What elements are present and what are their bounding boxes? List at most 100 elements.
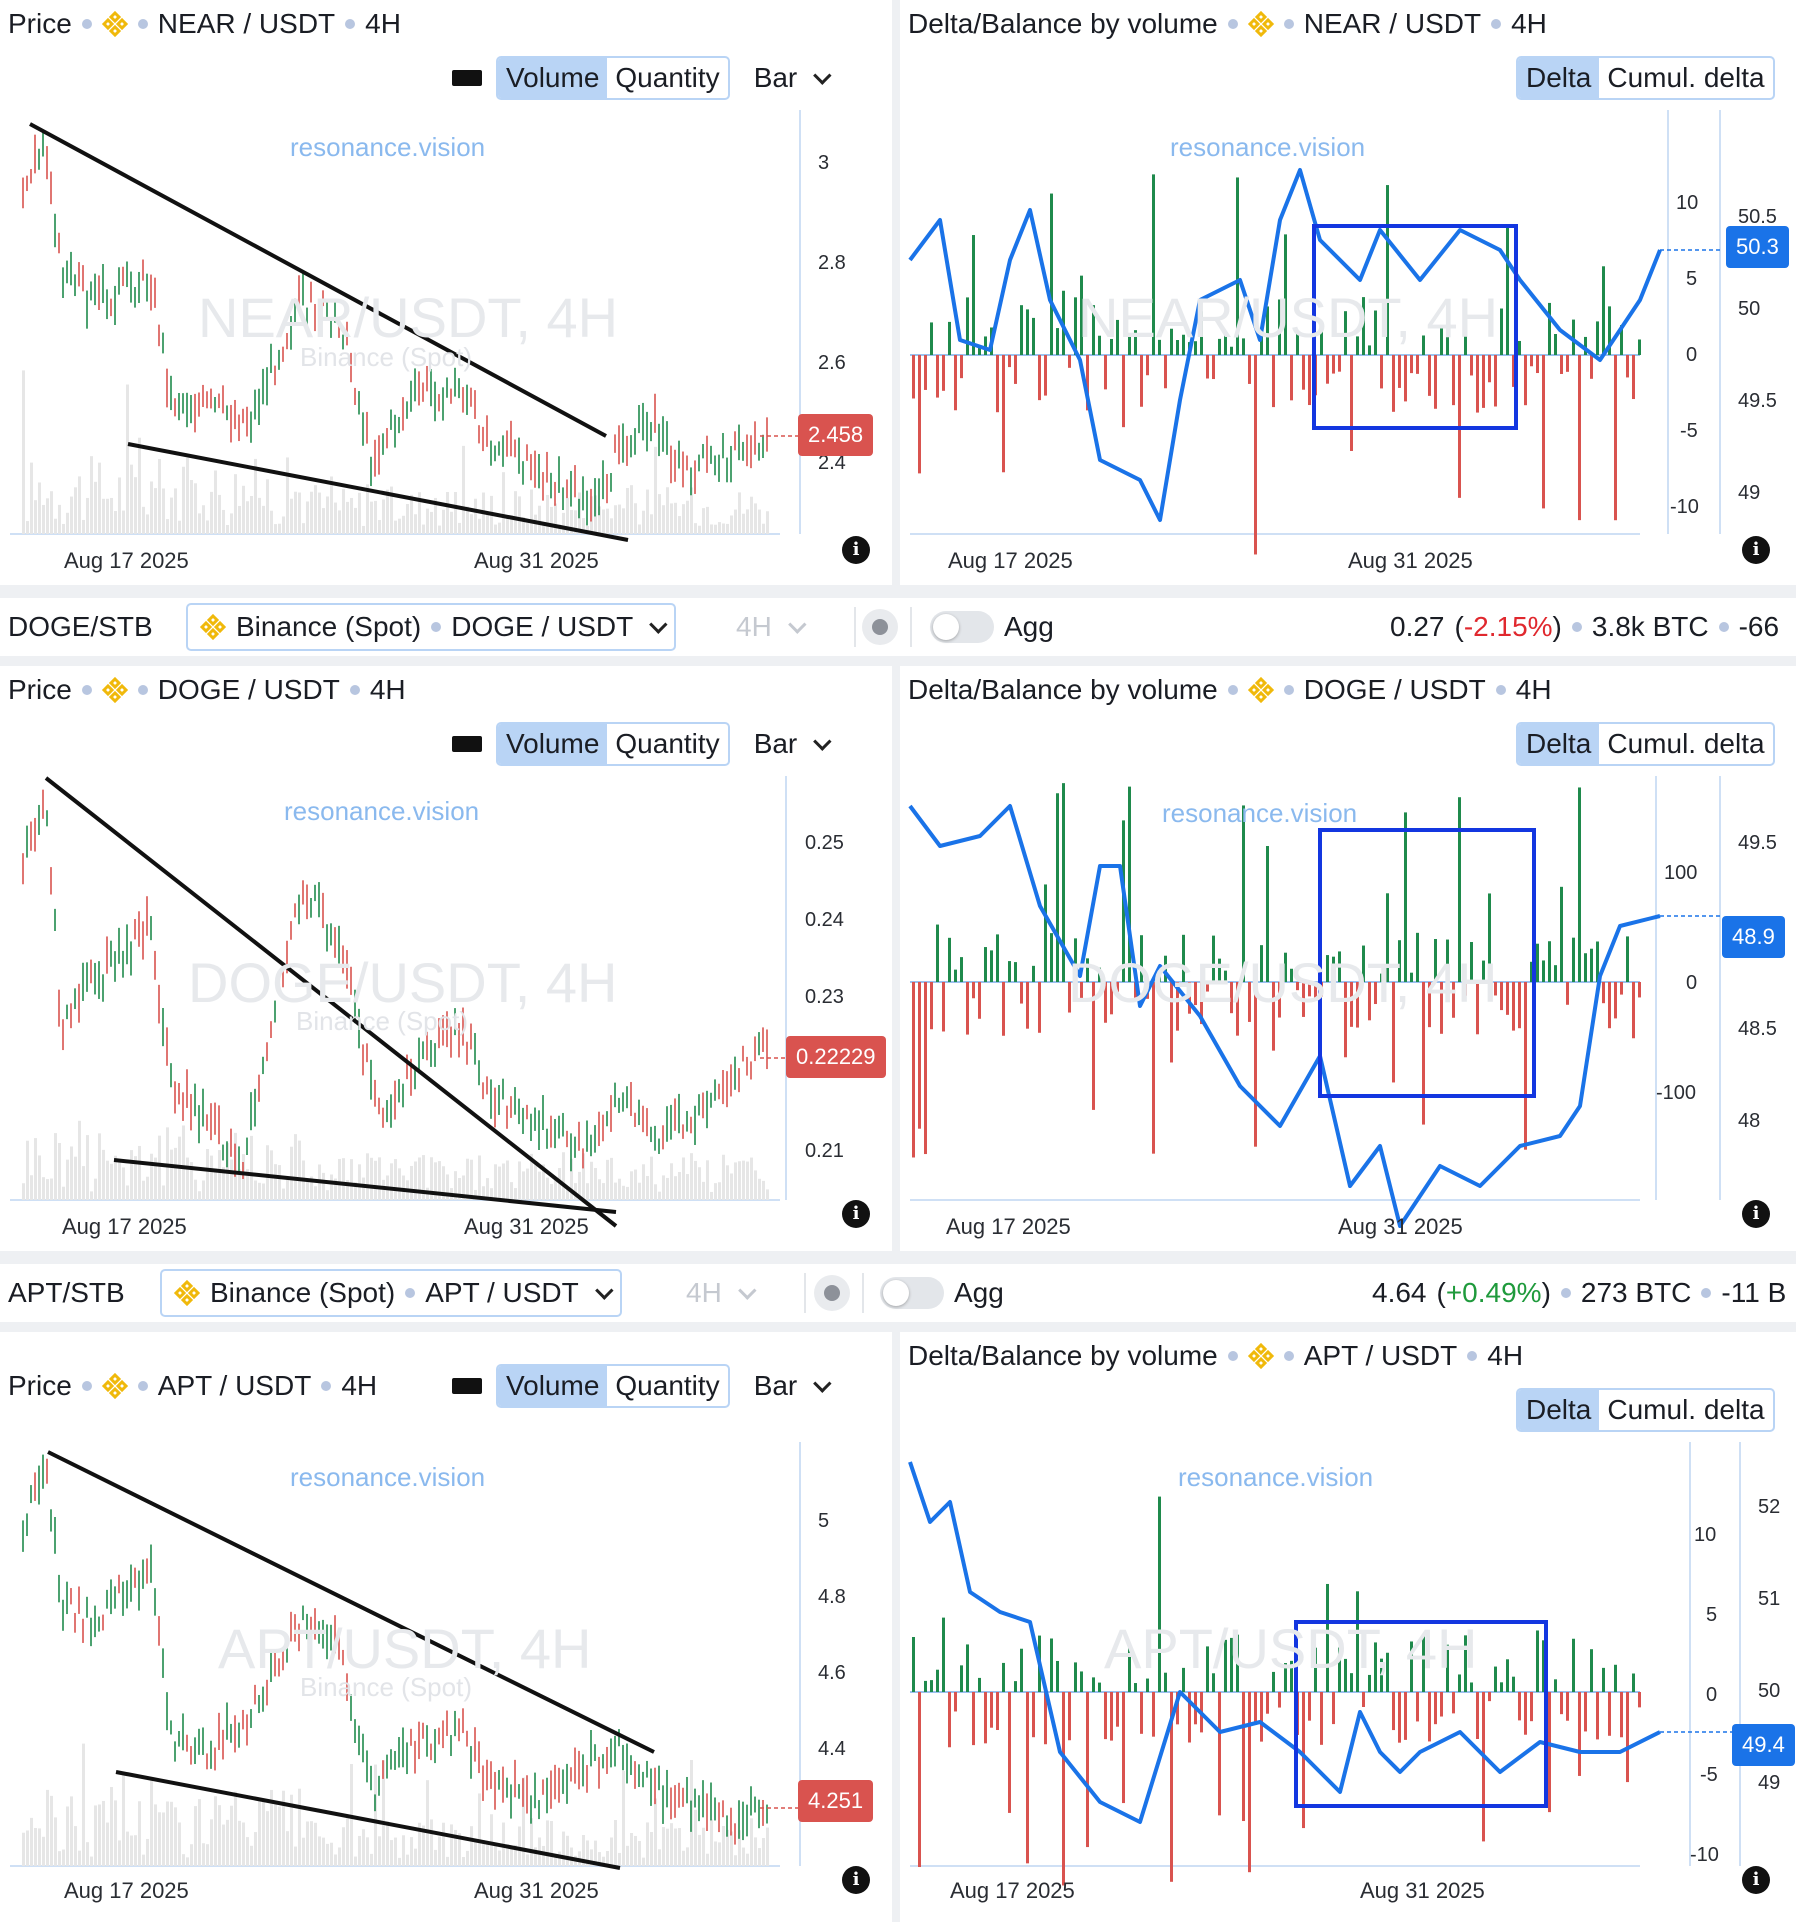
- volume-bar: [538, 505, 541, 534]
- delta-bar: [1098, 1682, 1101, 1692]
- volume-bar: [342, 489, 345, 534]
- volume-bar: [122, 1773, 125, 1866]
- volume-bar: [310, 491, 313, 534]
- price-chart[interactable]: [0, 666, 892, 1251]
- delta-bar: [1602, 982, 1605, 1004]
- delta-bar: [1200, 982, 1203, 1025]
- delta-bar: [1134, 330, 1137, 355]
- volume-bar: [222, 1824, 225, 1866]
- delta-bar: [1170, 982, 1173, 1063]
- agg-toggle[interactable]: Agg: [880, 1277, 1004, 1309]
- info-icon[interactable]: i: [842, 536, 870, 564]
- volume-bar: [34, 500, 37, 534]
- delta-bar: [1614, 355, 1617, 521]
- cumul-delta-tab[interactable]: Cumul. delta: [1607, 728, 1765, 759]
- binance-icon: [1247, 1343, 1274, 1369]
- volume-bar: [522, 1171, 525, 1200]
- delta-tab[interactable]: Delta: [1518, 58, 1600, 98]
- volume-bar: [714, 524, 717, 534]
- chart-type-dropdown[interactable]: Bar: [744, 62, 837, 94]
- record-button[interactable]: [814, 1275, 850, 1311]
- exchange-selector[interactable]: Binance (Spot) APT / USDT: [160, 1269, 622, 1317]
- volume-bar: [598, 1179, 601, 1200]
- record-button[interactable]: [862, 609, 898, 645]
- volume-bar: [538, 1171, 541, 1200]
- volume-bar: [394, 1159, 397, 1200]
- volume-bar: [414, 1161, 417, 1200]
- volume-bar: [610, 1157, 613, 1200]
- delta-tab[interactable]: Delta: [1518, 1390, 1600, 1430]
- ruler-icon[interactable]: [452, 736, 482, 752]
- agg-toggle[interactable]: Agg: [930, 611, 1054, 643]
- toggle-switch[interactable]: [880, 1277, 944, 1309]
- delta-bar: [1248, 1692, 1251, 1873]
- timeframe-selector[interactable]: 4H: [736, 611, 807, 643]
- volume-bar: [734, 509, 737, 534]
- info-icon[interactable]: i: [1742, 1200, 1770, 1228]
- volume-bar: [598, 1852, 601, 1866]
- volume-bar: [54, 1817, 57, 1866]
- dot-icon: [1701, 1288, 1712, 1298]
- info-icon[interactable]: i: [1742, 1866, 1770, 1894]
- volume-bar: [638, 1840, 641, 1866]
- price-tick: 4.8: [818, 1586, 846, 1608]
- info-icon[interactable]: i: [842, 1866, 870, 1894]
- timeframe-label: 4H: [365, 8, 401, 39]
- exchange-selector[interactable]: Binance (Spot) DOGE / USDT: [186, 603, 677, 651]
- volume-bar: [82, 519, 85, 534]
- volume-bar: [102, 1800, 105, 1866]
- volume-bar: [202, 1843, 205, 1866]
- date-label: Aug 31 2025: [464, 1214, 589, 1239]
- volume-bar: [514, 1844, 517, 1866]
- delta-bar: [1410, 1641, 1413, 1692]
- cumul-delta-tab[interactable]: Cumul. delta: [1607, 1394, 1765, 1425]
- volume-bar: [362, 525, 365, 534]
- ruler-icon[interactable]: [452, 70, 482, 86]
- chart-type-dropdown[interactable]: Bar: [744, 1370, 837, 1402]
- delta-chart[interactable]: [900, 666, 1796, 1251]
- volume-tab[interactable]: Volume: [498, 1366, 608, 1406]
- timeframe-selector[interactable]: 4H: [686, 1277, 757, 1309]
- toggle-switch[interactable]: [930, 611, 994, 643]
- delta-chart[interactable]: [900, 1332, 1796, 1922]
- info-icon[interactable]: i: [842, 1200, 870, 1228]
- quantity-tab[interactable]: Quantity: [615, 62, 720, 93]
- volume-bar: [738, 492, 741, 534]
- volume-tab[interactable]: Volume: [498, 724, 608, 764]
- delta-bar: [1374, 982, 1377, 1005]
- ruler-icon[interactable]: [452, 1378, 482, 1394]
- volume-bar: [678, 516, 681, 534]
- delta-bar: [912, 982, 915, 1158]
- price-chart[interactable]: [0, 1332, 892, 1922]
- volume-bar: [586, 525, 589, 534]
- volume-bar: [58, 1143, 61, 1200]
- delta-tab[interactable]: Delta: [1518, 724, 1600, 764]
- volume-bar: [638, 524, 641, 534]
- volume-bar: [354, 507, 357, 534]
- delta-chart[interactable]: [900, 0, 1796, 585]
- quantity-tab[interactable]: Quantity: [615, 728, 720, 759]
- volume-bar: [274, 524, 277, 534]
- volume-bar: [610, 518, 613, 534]
- volume-bar: [30, 1175, 33, 1200]
- chart-type-dropdown[interactable]: Bar: [744, 728, 837, 760]
- volume-bar: [406, 1854, 409, 1866]
- volume-bar: [42, 504, 45, 534]
- quantity-tab[interactable]: Quantity: [615, 1370, 720, 1401]
- balance-tick: 49: [1738, 482, 1761, 504]
- delta-bar: [1536, 355, 1539, 374]
- delta-bar: [1422, 982, 1425, 1125]
- delta-bar: [966, 982, 969, 1035]
- delta-bar: [1254, 982, 1257, 1147]
- cumul-delta-tab[interactable]: Cumul. delta: [1607, 62, 1765, 93]
- delta-bar: [1218, 1692, 1221, 1816]
- volume-bar: [742, 1160, 745, 1200]
- volume-bar: [382, 1760, 385, 1866]
- volume-bar: [554, 503, 557, 534]
- volume-bar: [70, 496, 73, 534]
- delta-bar: [1182, 934, 1185, 982]
- divider: [862, 1273, 864, 1313]
- info-icon[interactable]: i: [1742, 536, 1770, 564]
- volume-tab[interactable]: Volume: [498, 58, 608, 98]
- price-chart[interactable]: [0, 0, 892, 585]
